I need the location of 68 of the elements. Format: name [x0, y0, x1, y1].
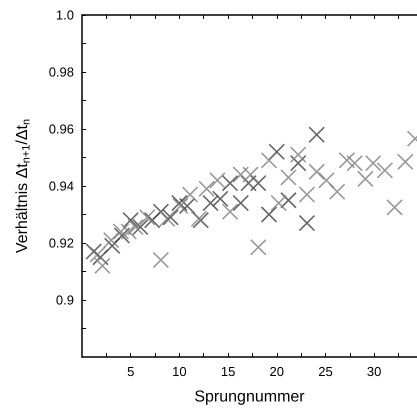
point: [250, 238, 267, 256]
y-tick-label: 0.92: [48, 236, 74, 250]
point: [386, 199, 403, 216]
point: [202, 194, 219, 212]
point: [364, 154, 382, 172]
point: [318, 172, 335, 189]
point: [260, 152, 278, 169]
point: [122, 212, 139, 228]
y-axis-title: Verhältnis Δtn+1/Δtn: [14, 118, 32, 254]
point: [280, 169, 297, 186]
point: [104, 238, 120, 254]
point: [171, 194, 188, 212]
x-tick-label: 5: [127, 364, 134, 379]
point: [242, 166, 259, 183]
point: [250, 174, 267, 192]
point: [338, 152, 356, 169]
point: [280, 192, 297, 209]
y-tick-label: 0.96: [48, 122, 74, 136]
point: [162, 209, 179, 226]
point: [376, 162, 394, 179]
point: [212, 190, 229, 208]
point: [260, 206, 278, 223]
point: [346, 154, 363, 172]
point: [222, 203, 238, 220]
point: [138, 209, 156, 226]
point: [89, 246, 106, 263]
y-tick-label: 1.0: [56, 8, 74, 22]
point: [178, 198, 196, 214]
point: [85, 243, 102, 260]
point: [158, 210, 176, 228]
point: [240, 174, 257, 192]
point: [308, 163, 325, 180]
point: [114, 227, 130, 244]
y-tick-label: 0.9: [56, 292, 74, 308]
point: [222, 174, 238, 192]
point: [152, 203, 170, 220]
point: [182, 186, 198, 203]
point: [94, 258, 111, 274]
y-tick-label: 0.94: [48, 178, 74, 194]
point: [144, 212, 160, 228]
point: [102, 232, 120, 248]
point: [308, 126, 325, 143]
point: [172, 198, 189, 214]
point: [152, 252, 170, 268]
x-tick-label: 15: [220, 364, 236, 379]
point: [357, 170, 374, 188]
point: [209, 172, 226, 189]
point: [232, 194, 250, 212]
x-tick-label: 25: [318, 364, 333, 379]
point: [232, 166, 250, 183]
point: [270, 194, 288, 212]
point: [397, 153, 414, 170]
point: [268, 144, 286, 160]
point: [328, 183, 346, 200]
point: [112, 223, 130, 240]
point: [127, 218, 144, 236]
point: [120, 223, 138, 240]
x-tick-label: 10: [172, 364, 187, 379]
x-axis-title: Sprungnummer: [194, 388, 306, 406]
point: [290, 146, 306, 163]
point: [198, 180, 215, 198]
point: [298, 214, 316, 232]
y-tick-label: 0.98: [48, 64, 74, 80]
point: [132, 218, 149, 236]
point: [290, 154, 306, 172]
point: [298, 186, 316, 203]
x-tick-label: 20: [270, 364, 284, 379]
x-tick-label: 30: [366, 364, 382, 379]
